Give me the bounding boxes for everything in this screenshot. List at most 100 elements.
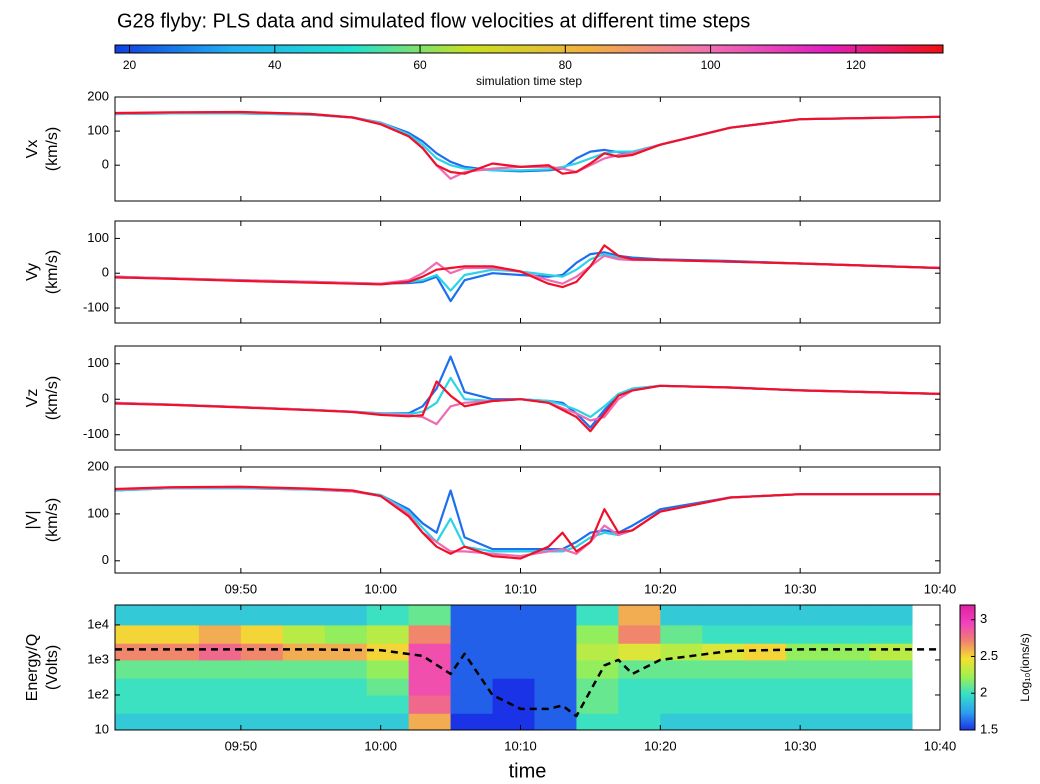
heat-cell bbox=[240, 694, 284, 714]
y-label: (km/s) bbox=[44, 127, 61, 171]
plot-frame bbox=[114, 96, 941, 202]
heat-cell bbox=[115, 605, 158, 626]
x-tick-label: 10:30 bbox=[784, 738, 817, 753]
heat-cell bbox=[660, 605, 703, 626]
heat-cell bbox=[660, 624, 703, 644]
heat-cell bbox=[408, 713, 452, 730]
heat-cell bbox=[744, 605, 787, 626]
x-tick-label: 10:40 bbox=[924, 738, 957, 753]
heat-cell bbox=[450, 643, 494, 661]
heat-cell bbox=[115, 713, 158, 730]
series-line bbox=[115, 648, 940, 718]
heat-cell bbox=[324, 643, 368, 661]
colorbar-tick-label: 100 bbox=[701, 58, 721, 72]
heat-cell bbox=[870, 605, 913, 626]
heat-cell bbox=[786, 624, 829, 644]
heat-cell bbox=[660, 678, 703, 696]
heat-cell bbox=[534, 605, 577, 626]
heat-cell bbox=[660, 659, 703, 679]
heat-cell bbox=[618, 624, 661, 644]
heat-cell bbox=[870, 713, 913, 730]
colorbar-tick-label: 80 bbox=[559, 58, 573, 72]
y-tick-label: 200 bbox=[87, 88, 109, 103]
series-line bbox=[115, 376, 940, 419]
heat-cell bbox=[324, 678, 368, 696]
y-tick-label: 1e2 bbox=[87, 686, 109, 701]
heat-cell bbox=[156, 605, 200, 626]
heat-cell bbox=[156, 713, 200, 730]
y-tick-label: 0 bbox=[102, 552, 109, 567]
y-tick-label: 100 bbox=[87, 123, 109, 138]
series-line bbox=[115, 254, 940, 285]
heat-cell bbox=[282, 624, 326, 644]
heat-cell bbox=[324, 694, 368, 714]
heat-cell bbox=[198, 694, 242, 714]
y-label: (km/s) bbox=[44, 376, 61, 420]
heat-cell bbox=[450, 694, 494, 714]
heat-cell bbox=[492, 659, 535, 679]
heat-cell bbox=[282, 643, 326, 661]
y-label: Vx bbox=[24, 140, 41, 159]
x-tick-label: 09:50 bbox=[225, 581, 258, 596]
y-tick-label: 0 bbox=[102, 391, 109, 406]
heat-cell bbox=[618, 605, 661, 626]
heat-cell bbox=[366, 605, 410, 626]
y-tick-label: 100 bbox=[87, 230, 109, 245]
heat-cell bbox=[240, 605, 284, 626]
y-label: (km/s) bbox=[44, 498, 61, 542]
heat-cell bbox=[198, 713, 242, 730]
heat-cell bbox=[115, 643, 158, 661]
series-line bbox=[115, 380, 940, 433]
series-line bbox=[115, 487, 940, 551]
x-tick-label: 10:20 bbox=[644, 738, 677, 753]
heat-cell bbox=[492, 713, 535, 730]
x-tick-label: 10:10 bbox=[504, 581, 537, 596]
figure-title: G28 flyby: PLS data and simulated flow v… bbox=[117, 10, 750, 32]
heat-cell bbox=[744, 694, 787, 714]
heat-cell bbox=[828, 624, 871, 644]
y-tick-label: 10 bbox=[95, 721, 109, 736]
heat-cell bbox=[576, 624, 619, 644]
heat-cell bbox=[450, 713, 494, 730]
heat-cell bbox=[115, 624, 158, 644]
series-line bbox=[115, 485, 940, 560]
heat-cell bbox=[115, 678, 158, 696]
heat-cell bbox=[744, 624, 787, 644]
heat-cell bbox=[156, 694, 200, 714]
heat-cell bbox=[618, 694, 661, 714]
series-line bbox=[115, 244, 940, 289]
y-tick-label: -100 bbox=[83, 299, 109, 314]
heat-cell bbox=[576, 713, 619, 730]
plot-frame bbox=[114, 345, 941, 451]
heat-cell bbox=[450, 605, 494, 626]
heat-cell bbox=[198, 659, 242, 679]
heat-cell bbox=[618, 713, 661, 730]
heat-cell bbox=[702, 605, 745, 626]
heat-cell bbox=[576, 678, 619, 696]
heat-cell bbox=[576, 605, 619, 626]
z-colorbar bbox=[959, 604, 976, 731]
heat-cell bbox=[534, 678, 577, 696]
y-label: Energy/Q bbox=[24, 634, 41, 702]
series-line bbox=[115, 486, 940, 558]
heat-cell bbox=[534, 643, 577, 661]
heat-cell bbox=[744, 643, 787, 661]
heat-cell bbox=[702, 694, 745, 714]
heat-cell bbox=[156, 659, 200, 679]
heat-cell bbox=[786, 678, 829, 696]
heat-cell bbox=[828, 605, 871, 626]
heat-cell bbox=[156, 643, 200, 661]
y-label: Vz bbox=[24, 389, 41, 408]
heat-cell bbox=[324, 624, 368, 644]
series-line bbox=[115, 355, 940, 429]
y-label: Vy bbox=[24, 263, 41, 281]
plot-area bbox=[115, 244, 940, 303]
heat-cell bbox=[324, 659, 368, 679]
series-line bbox=[115, 111, 940, 180]
heat-cell bbox=[576, 694, 619, 714]
heat-cell bbox=[702, 713, 745, 730]
heat-cell bbox=[492, 643, 535, 661]
x-label: time bbox=[509, 760, 547, 782]
heat-cell bbox=[786, 694, 829, 714]
heat-cell bbox=[828, 694, 871, 714]
